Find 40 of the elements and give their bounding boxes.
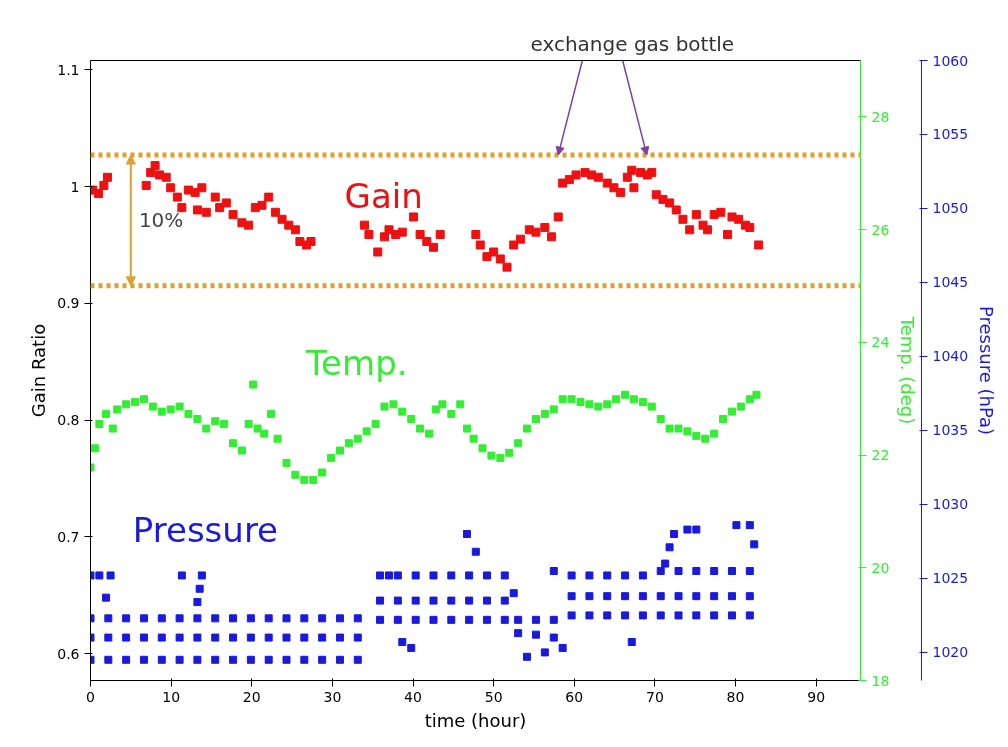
x-axis-title: time (hour): [424, 709, 527, 731]
y-tick-label: 0.7: [57, 528, 80, 545]
x-tick-label: 70: [645, 688, 664, 705]
y3-axis-title: Pressure (hPa): [976, 305, 998, 436]
annotation: exchange gas bottle: [530, 31, 735, 56]
y3-tick-label: 1035: [932, 422, 969, 439]
y3-tick-label: 1030: [932, 496, 969, 513]
y2-tick-label: 26: [871, 221, 890, 238]
y-tick-label: 0.8: [57, 412, 80, 429]
x-tick-label: 90: [807, 688, 826, 705]
y2-tick-label: 28: [871, 108, 890, 125]
y2-axis-title: Temp. (deg): [897, 315, 919, 425]
y-tick-label: 0.9: [57, 295, 80, 312]
x-tick-label: 80: [726, 688, 745, 705]
y3-tick-label: 1025: [932, 570, 969, 587]
y2-tick-label: 18: [871, 672, 890, 689]
x-tick-label: 40: [404, 688, 422, 705]
y3-tick-label: 1040: [932, 348, 969, 365]
y2-tick-label: 20: [871, 559, 890, 576]
y3-tick-label: 1050: [932, 200, 969, 217]
x-tick-label: 20: [242, 688, 261, 705]
annotation: 10%: [138, 208, 184, 233]
y-tick-label: 1: [70, 178, 80, 195]
y-axis-title: Gain Ratio: [28, 323, 50, 418]
x-tick-label: 0: [86, 688, 95, 705]
x-tick-label: 10: [162, 688, 181, 705]
y-tick-label: 0.6: [57, 645, 80, 662]
y2-tick-label: 22: [871, 447, 890, 464]
y3-tick-label: 1055: [932, 126, 969, 143]
y-tick-label: 1.1: [57, 61, 80, 78]
x-tick-label: 50: [484, 688, 503, 705]
y3-tick-label: 1045: [932, 274, 969, 291]
x-tick-label: 30: [323, 688, 342, 705]
series-label: Pressure: [132, 510, 279, 551]
y3-tick-label: 1020: [932, 644, 969, 661]
series-label: Temp.: [305, 342, 408, 383]
y2-tick-label: 24: [871, 334, 890, 351]
series-label: Gain: [344, 175, 423, 216]
x-tick-label: 60: [565, 688, 584, 705]
y3-tick-label: 1060: [932, 52, 969, 69]
